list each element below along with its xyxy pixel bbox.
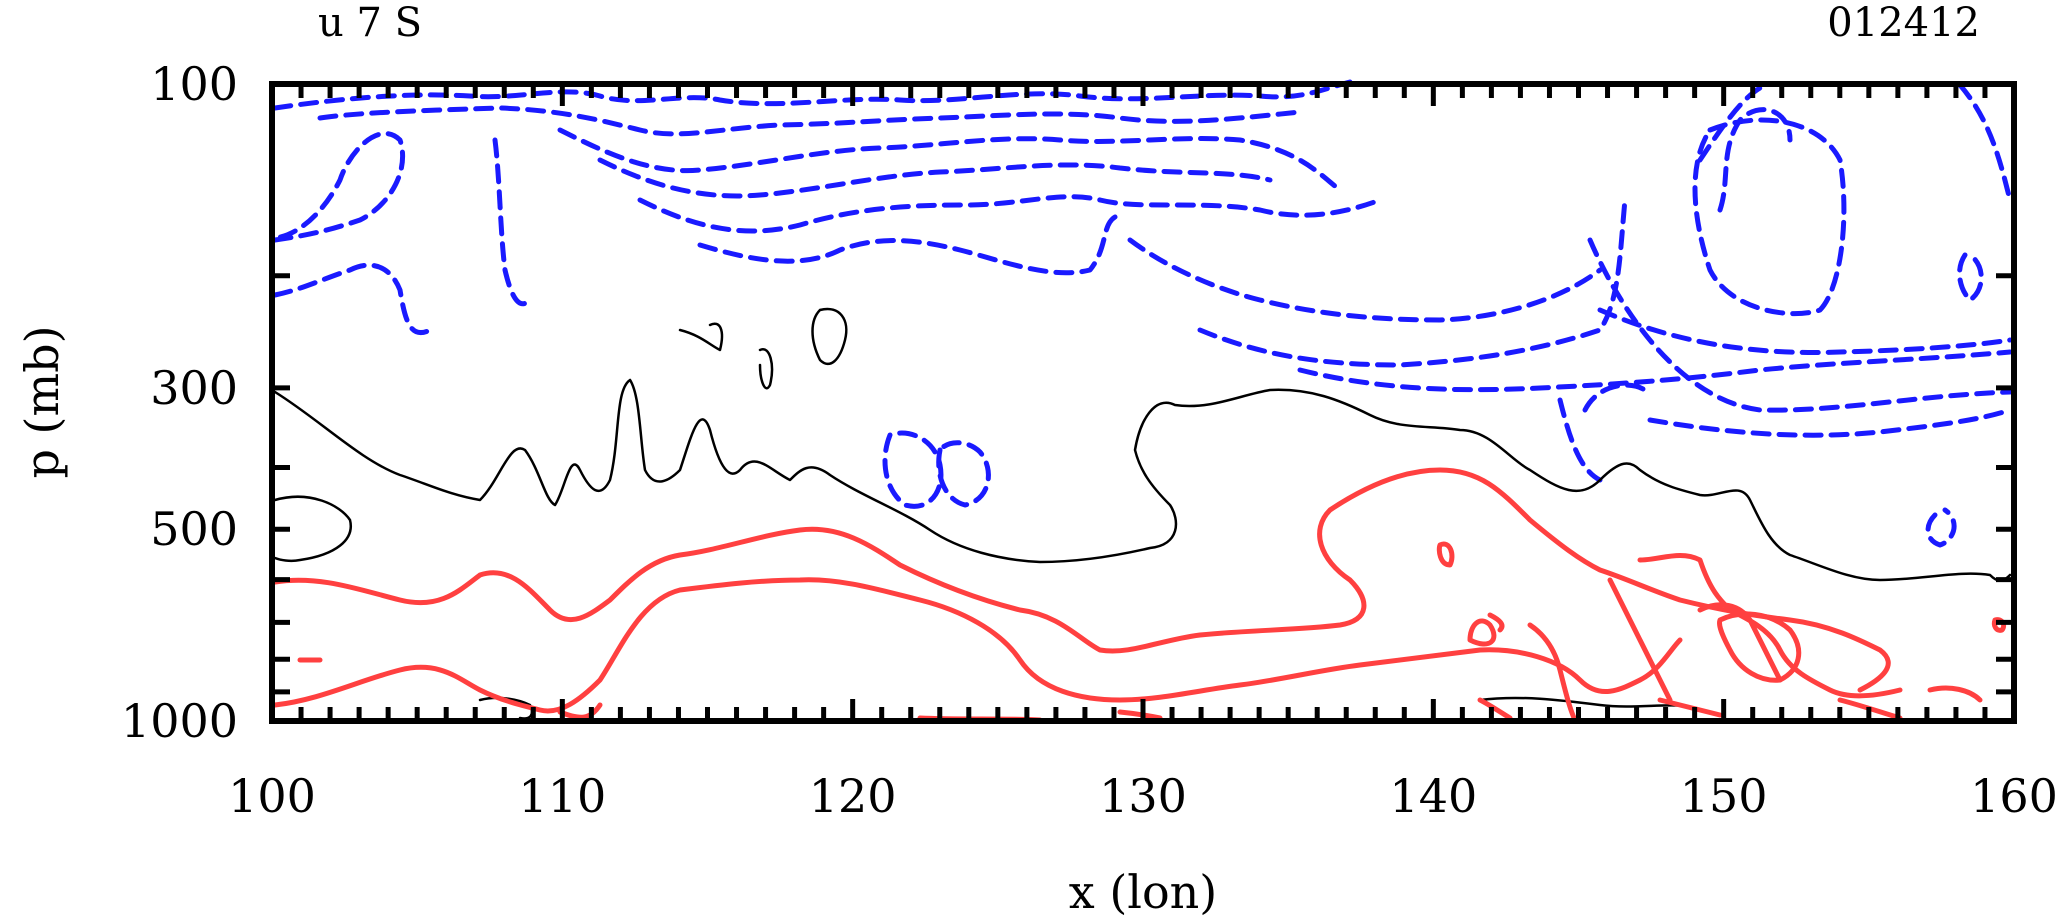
y-tick-labels: 100 300 500 1000 — [121, 57, 238, 748]
y-ticks — [272, 273, 2014, 695]
x-tick-label-100: 100 — [228, 769, 316, 823]
x-tick-label-120: 120 — [809, 769, 897, 823]
negative-contours — [272, 79, 2013, 548]
x-axis-label: x (lon) — [1069, 865, 1218, 919]
x-tick-labels: 100 110 120 130 140 150 160 — [228, 769, 2058, 823]
contour-lines — [272, 79, 2013, 723]
x-tick-label-140: 140 — [1389, 769, 1477, 823]
chart-title-right: 012412 — [1827, 0, 1980, 46]
x-ticks — [298, 84, 1988, 721]
y-tick-label-500: 500 — [150, 502, 238, 556]
y-tick-label-1000: 1000 — [121, 694, 238, 748]
x-tick-label-110: 110 — [518, 769, 606, 823]
x-tick-label-160: 160 — [1970, 769, 2058, 823]
x-tick-label-150: 150 — [1680, 769, 1768, 823]
y-axis-label: p (mb) — [15, 325, 69, 478]
y-tick-label-100: 100 — [150, 57, 238, 111]
x-tick-label-130: 130 — [1099, 769, 1187, 823]
y-tick-label-300: 300 — [150, 361, 238, 415]
positive-contours — [272, 467, 2007, 723]
chart-title-left: u 7 S — [318, 0, 422, 46]
